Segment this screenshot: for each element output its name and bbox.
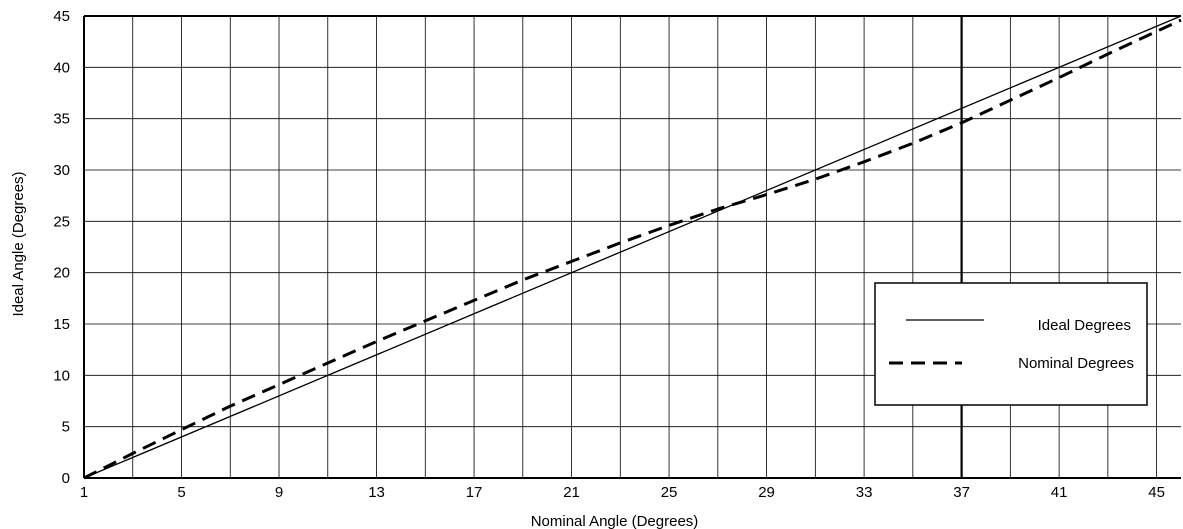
y-tick-label: 35 — [53, 111, 70, 128]
y-tick-label: 45 — [53, 8, 70, 25]
x-tick-label: 5 — [177, 484, 185, 501]
x-tick-label: 33 — [856, 484, 873, 501]
y-tick-label: 30 — [53, 162, 70, 179]
y-tick-label: 0 — [62, 470, 70, 487]
x-tick-label: 13 — [368, 484, 385, 501]
x-tick-label: 37 — [953, 484, 970, 501]
x-tick-label: 45 — [1148, 484, 1165, 501]
x-axis-title: Nominal Angle (Degrees) — [531, 513, 699, 529]
x-tick-label: 9 — [275, 484, 283, 501]
series-line-ideal-degrees — [83, 15, 1182, 479]
plot-frame — [83, 15, 1181, 479]
y-tick-label: 5 — [62, 419, 70, 436]
series-lines — [83, 15, 1182, 480]
x-tick-label: 21 — [563, 484, 580, 501]
y-tick-label: 25 — [53, 213, 70, 230]
legend: Ideal Degrees Nominal Degrees — [874, 282, 1148, 406]
x-tick-label: 29 — [758, 484, 775, 501]
x-tick-label: 17 — [466, 484, 483, 501]
x-tick-label: 41 — [1051, 484, 1068, 501]
y-tick-label: 15 — [53, 316, 70, 333]
x-tick-label: 1 — [80, 484, 88, 501]
legend-box — [874, 282, 1148, 406]
legend-label-nominal-degrees: Nominal Degrees — [1018, 355, 1134, 372]
y-tick-label: 40 — [53, 59, 70, 76]
legend-label-ideal-degrees: Ideal Degrees — [1038, 317, 1131, 334]
y-tick-label: 20 — [53, 265, 70, 282]
series-line-nominal-degrees — [83, 18, 1182, 480]
x-tick-label: 25 — [661, 484, 678, 501]
y-tick-label: 10 — [53, 367, 70, 384]
y-axis-title: Ideal Angle (Degrees) — [10, 171, 27, 316]
grid — [84, 16, 1181, 478]
